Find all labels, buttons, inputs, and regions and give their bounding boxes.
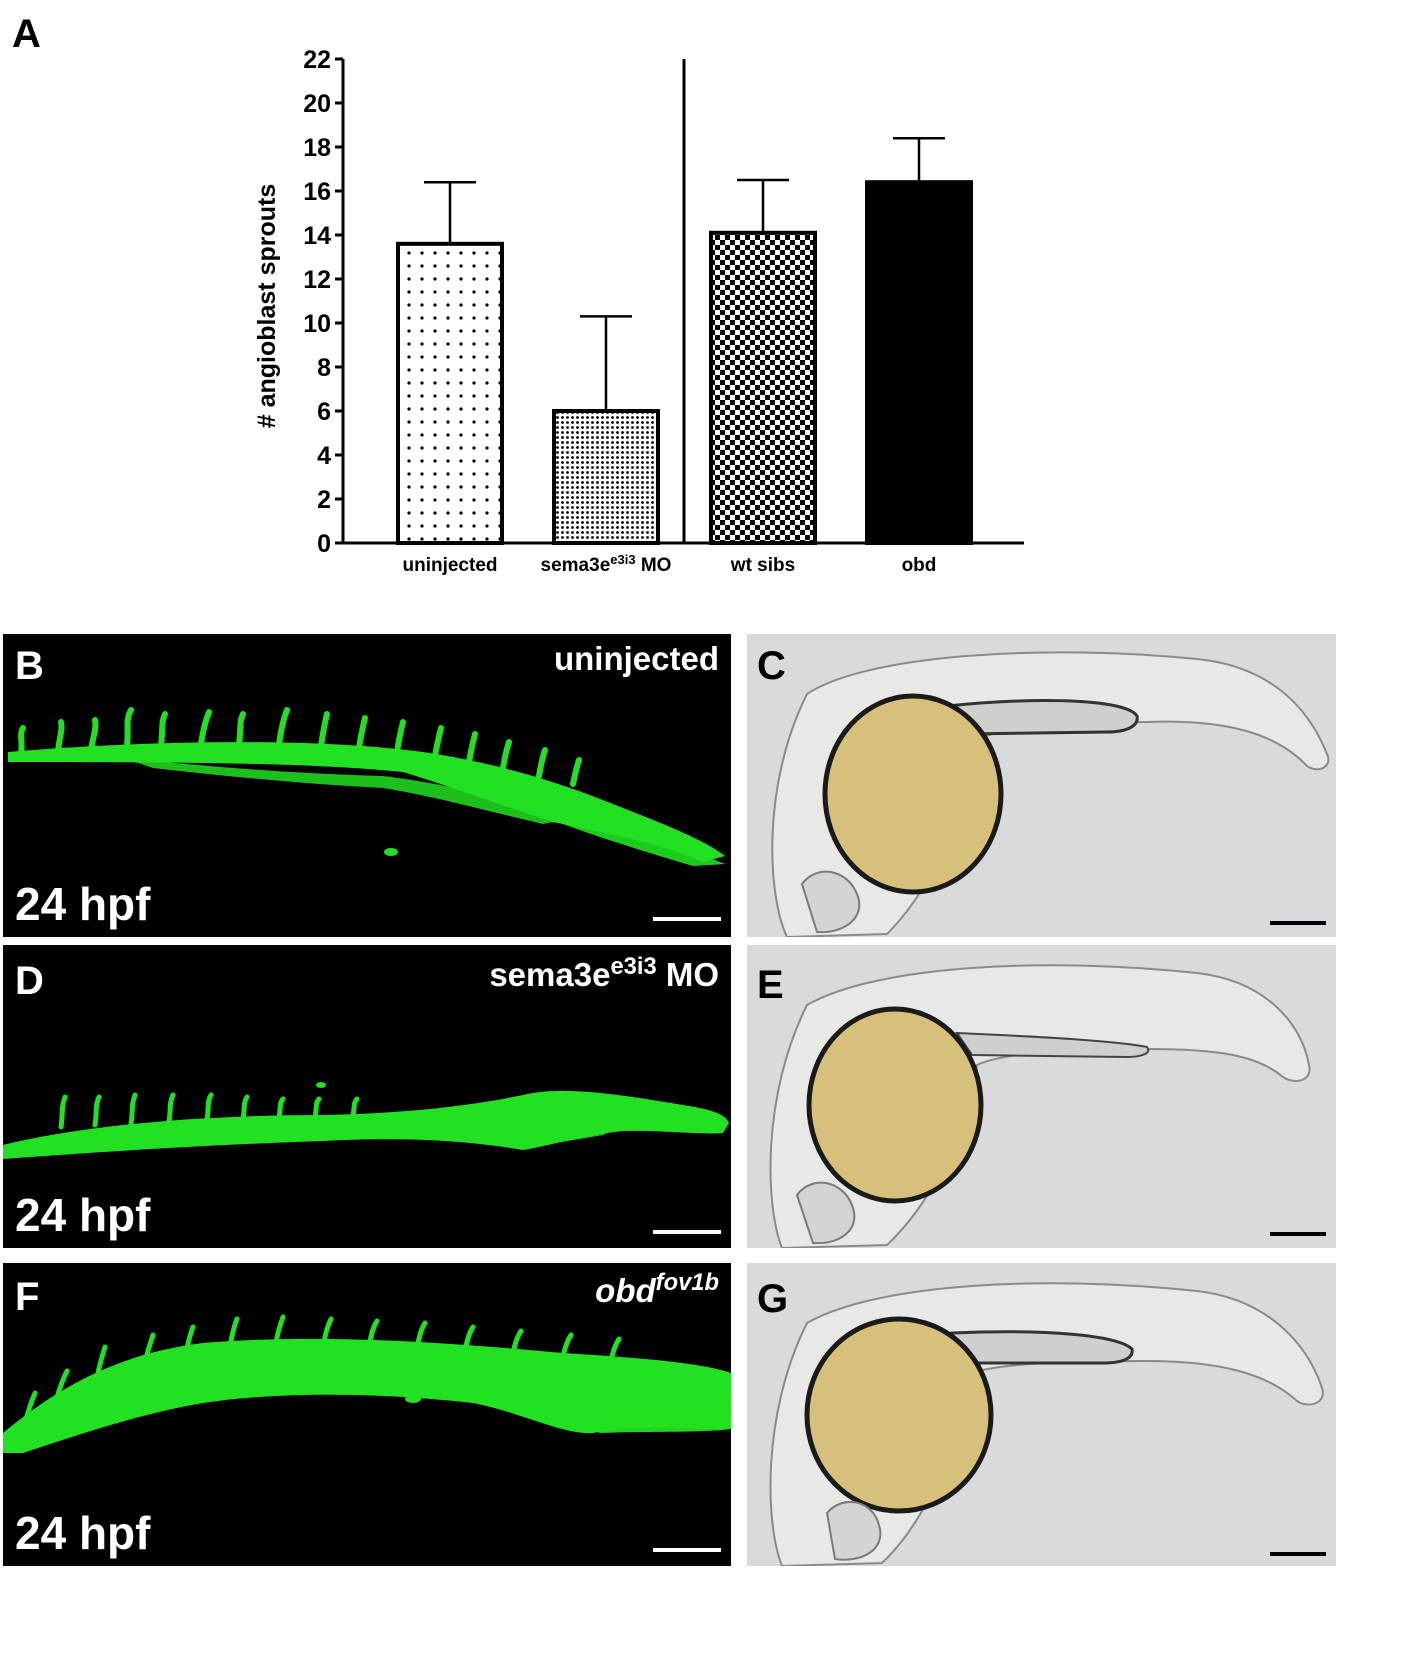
y-tick-label: 0	[317, 530, 331, 558]
embryo-brightfield-c	[771, 651, 1330, 937]
panel-c-image: C	[747, 634, 1336, 937]
x-tick-label: sema3ee3i3 MO	[541, 552, 672, 577]
fluorescent-vessels-f	[3, 1314, 731, 1453]
y-tick-label: 4	[317, 442, 331, 470]
y-tick-label: 20	[303, 90, 331, 118]
panel-d-image: D sema3ee3i3 MO 24 hpf	[3, 945, 731, 1248]
panel-d-letter: D	[15, 959, 44, 1003]
scale-bar-b	[653, 917, 721, 921]
bar-sema3e	[552, 409, 660, 545]
bar-wt-sibs	[709, 230, 817, 546]
y-tick-label: 6	[317, 398, 331, 426]
condition-label-d: sema3ee3i3 MO	[489, 955, 719, 991]
scale-bar-g	[1270, 1552, 1326, 1556]
panel-f-image: F obdfov1b 24 hpf	[3, 1263, 731, 1566]
x-tick-label: obd	[902, 555, 937, 576]
panel-e-image: E	[747, 945, 1336, 1248]
y-tick-label: 10	[303, 310, 331, 338]
panel-g-letter: G	[757, 1277, 789, 1321]
panel-b-image: B uninjected 24 hpf	[3, 634, 731, 937]
x-tick-label: uninjected	[402, 555, 497, 576]
panel-a-letter: A	[12, 12, 41, 56]
y-tick-label: 12	[303, 266, 331, 294]
fluorescent-vessels-b	[8, 707, 725, 866]
panel-g-image: G	[747, 1263, 1336, 1566]
y-axis-label: # angioblast sprouts	[253, 184, 281, 428]
bar-chart: 0 2 4 6 8 10 12 14 16 18 20 22 # angioblast sprouts u…	[253, 46, 1024, 577]
stage-label-f: 24 hpf	[15, 1507, 151, 1559]
y-tick-label: 14	[303, 222, 331, 250]
panel-f-letter: F	[15, 1275, 40, 1319]
scale-bar-d	[653, 1230, 721, 1234]
stage-label-d: 24 hpf	[15, 1189, 151, 1241]
y-tick-label: 8	[317, 354, 331, 382]
condition-label-f: obdfov1b	[595, 1271, 719, 1307]
scale-bar-f	[653, 1548, 721, 1552]
embryo-brightfield-e	[769, 964, 1311, 1248]
bar-obd	[865, 180, 973, 545]
fluorescent-vessels-d	[3, 1082, 729, 1159]
condition-label-d-sup: e3i3	[610, 953, 657, 980]
scale-bar-c	[1270, 921, 1326, 925]
y-tick-label: 2	[317, 486, 331, 514]
condition-label-f-base: obd	[595, 1272, 656, 1309]
y-tick-label: 22	[303, 46, 331, 74]
scale-bar-e	[1270, 1232, 1326, 1236]
bar-uninjected	[396, 241, 504, 546]
x-tick-label: wt sibs	[730, 555, 795, 576]
condition-label-d-suffix: MO	[656, 956, 719, 993]
condition-label-b: uninjected	[553, 640, 719, 677]
panel-c-letter: C	[757, 644, 786, 688]
y-tick-label: 18	[303, 134, 331, 162]
condition-label-d-base: sema3e	[489, 956, 611, 993]
panel-b-letter: B	[15, 644, 44, 688]
condition-label-f-sup: fov1b	[655, 1269, 719, 1296]
stage-label-b: 24 hpf	[15, 878, 151, 930]
y-tick-label: 16	[303, 178, 331, 206]
panel-e-letter: E	[757, 963, 784, 1007]
embryo-brightfield-g	[769, 1282, 1324, 1566]
